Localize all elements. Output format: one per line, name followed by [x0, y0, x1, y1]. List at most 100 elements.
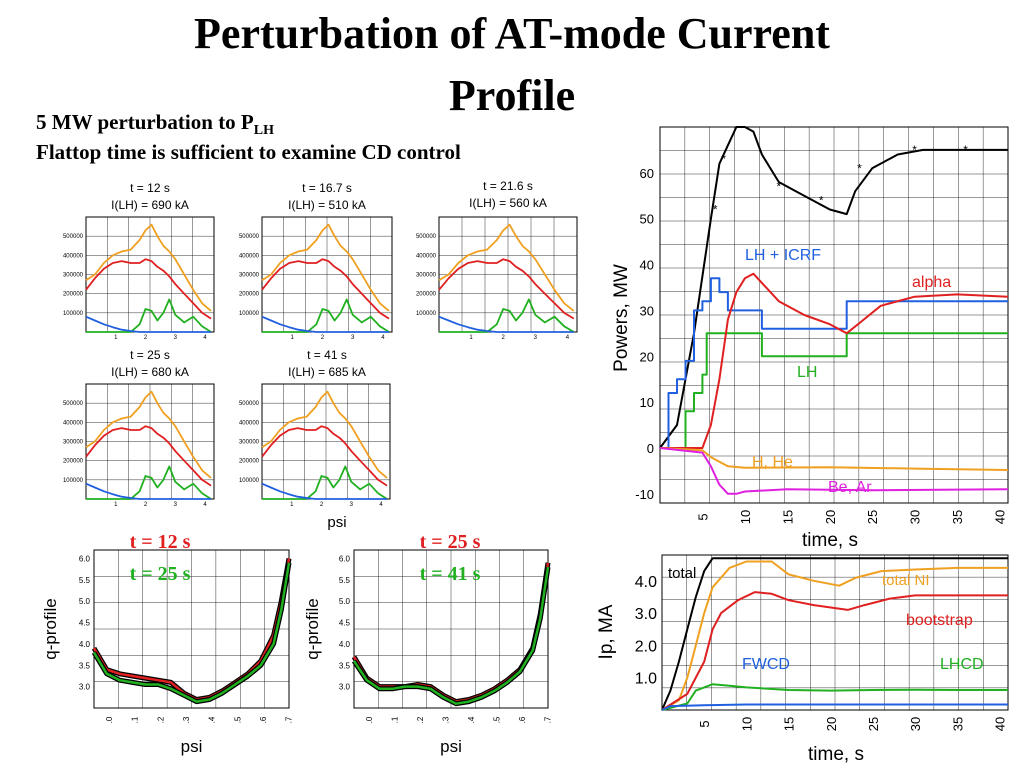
powers-marker: *	[963, 143, 968, 157]
qprofile-right-time-label: t = 25 s	[420, 531, 481, 553]
profile-ytick-label: 500000	[239, 234, 260, 240]
profile-ytick-label: 100000	[63, 478, 84, 484]
profile-xtick-label: 3	[174, 502, 178, 508]
qprofile-left-xtick-label: .6	[259, 716, 268, 723]
currents-label-total: total	[668, 565, 696, 582]
qprofile-right-xtick-label: .7	[544, 716, 553, 723]
qprofile-left-ytick-label: 3.0	[79, 683, 91, 692]
qprofile-right-ytick-label: 5.0	[339, 597, 351, 606]
profile-xtick-label: 3	[534, 335, 538, 341]
profile-series-green-line	[439, 298, 575, 333]
qprofile-left-xtick-label: .4	[208, 716, 217, 723]
profile-ytick-label: 400000	[239, 253, 260, 259]
powers-xtick-label: 10	[738, 510, 753, 524]
profile-xtick-label: 1	[114, 335, 118, 341]
profile-xtick-label: 3	[350, 502, 354, 508]
profile-series-blue-line	[261, 482, 387, 500]
currents-xtick-label: 40	[993, 717, 1008, 731]
qprofile-left-ytick-label: 4.5	[79, 619, 91, 628]
powers-marker: *	[819, 193, 824, 207]
powers-ytick-label: 40	[640, 258, 654, 273]
profile-ytick-label: 300000	[239, 273, 260, 279]
qprofile-left-xaxis-label: psi	[181, 737, 203, 756]
qprofile-left-xtick-label: .3	[182, 716, 191, 723]
profile-panel-time-label: t = 25 s	[130, 348, 170, 362]
profile-panel-ilh-label: I(LH) = 510 kA	[288, 198, 366, 212]
subtitle-power-main: 5 MW perturbation to P	[36, 110, 254, 134]
profile-ytick-label: 100000	[63, 311, 84, 317]
profile-xtick-label: 2	[144, 335, 148, 341]
qprofile-right-ytick-label: 3.5	[339, 661, 351, 670]
profile-series-blue-line	[85, 482, 211, 500]
qprofile-right-xtick-label: .1	[391, 716, 400, 723]
profile-xtick-label: 3	[351, 335, 355, 341]
profile-series-red-line	[261, 425, 388, 487]
qprofile-left-ytick-label: 5.5	[79, 576, 91, 585]
profile-series-red-line	[85, 425, 212, 487]
qprofile-left-ytick-label: 5.0	[79, 597, 91, 606]
qprofile-right-series-green-line	[352, 566, 550, 705]
profile-series-red-line	[438, 258, 575, 320]
profile-ytick-label: 500000	[416, 234, 437, 240]
powers-xaxis-label: time, s	[802, 530, 858, 551]
currents-series-orange-line	[661, 560, 1008, 711]
powers-label-lh: LH	[797, 364, 817, 381]
profile-series-orange-line	[261, 390, 388, 479]
powers-label-be-ar: Be, Ar	[828, 479, 872, 496]
qprofile-left-ytick-label: 4.0	[79, 640, 91, 649]
currents-label-fwcd: FWCD	[742, 656, 790, 673]
powers-xtick-label: 15	[780, 510, 795, 524]
profile-ytick-label: 400000	[416, 253, 437, 259]
profile-ytick-label: 100000	[239, 311, 260, 317]
currents-series-green-line	[661, 683, 1008, 711]
profile-xtick-label: 2	[502, 335, 506, 341]
profile-xtick-label: 2	[144, 502, 148, 508]
qprofile-right-xaxis-label: psi	[440, 737, 462, 756]
powers-ytick-label: -10	[635, 487, 654, 502]
powers-xtick-label: 20	[823, 510, 838, 524]
profile-ytick-label: 300000	[63, 440, 84, 446]
profile-series-orange-line	[438, 223, 575, 312]
powers-ytick-label: 30	[640, 303, 654, 318]
profile-panel-ilh-label: I(LH) = 685 kA	[288, 365, 366, 379]
qprofile-right-ytick-label: 6.0	[339, 555, 351, 564]
profile-panel-ilh-label: I(LH) = 680 kA	[111, 365, 189, 379]
profile-series-blue-line	[85, 315, 211, 333]
slide-title-line2: Profile	[448, 71, 576, 120]
profile-panel-time-label: t = 41 s	[307, 348, 347, 362]
profile-xtick-label: 1	[290, 502, 294, 508]
profile-xaxis-label: psi	[327, 514, 346, 531]
qprofile-right-ytick-label: 5.5	[339, 576, 351, 585]
profile-ytick-label: 400000	[239, 420, 260, 426]
powers-ytick-label: 50	[640, 212, 654, 227]
currents-yaxis-label: Ip, MA	[596, 604, 617, 659]
profile-ytick-label: 500000	[239, 401, 260, 407]
profile-xtick-label: 4	[203, 335, 207, 341]
profile-series-green-line	[86, 298, 212, 333]
subtitle-flattop: Flattop time is sufficient to examine CD…	[36, 140, 461, 164]
powers-series-black-line	[659, 126, 1008, 449]
qprofile-left-xtick-label: .7	[285, 716, 294, 723]
qprofile-left-xtick-label: .5	[233, 716, 242, 723]
qprofile-right-xtick-label: .2	[416, 716, 425, 723]
powers-ytick-label: 20	[640, 349, 654, 364]
profile-ytick-label: 500000	[63, 234, 84, 240]
powers-label-h-he: H, He	[752, 454, 793, 471]
powers-xtick-label: 25	[865, 510, 880, 524]
powers-xtick-label: 35	[950, 510, 965, 524]
profile-ytick-label: 200000	[239, 459, 260, 465]
qprofile-left-xtick-label: .0	[105, 716, 114, 723]
profile-xtick-label: 4	[381, 335, 385, 341]
powers-series-red-line	[660, 272, 1009, 449]
currents-xtick-label: 30	[908, 717, 923, 731]
profile-xtick-label: 4	[203, 502, 207, 508]
profile-series-blue-line	[438, 315, 574, 333]
profile-xtick-label: 2	[321, 335, 325, 341]
profile-series-green-line	[262, 298, 390, 333]
profile-xtick-label: 3	[174, 335, 178, 341]
qprofile-right-xtick-label: .3	[442, 716, 451, 723]
qprofile-right-ytick-label: 3.0	[339, 683, 351, 692]
qprofile-left-ytick-label: 6.0	[79, 555, 91, 564]
profile-ytick-label: 200000	[239, 292, 260, 298]
